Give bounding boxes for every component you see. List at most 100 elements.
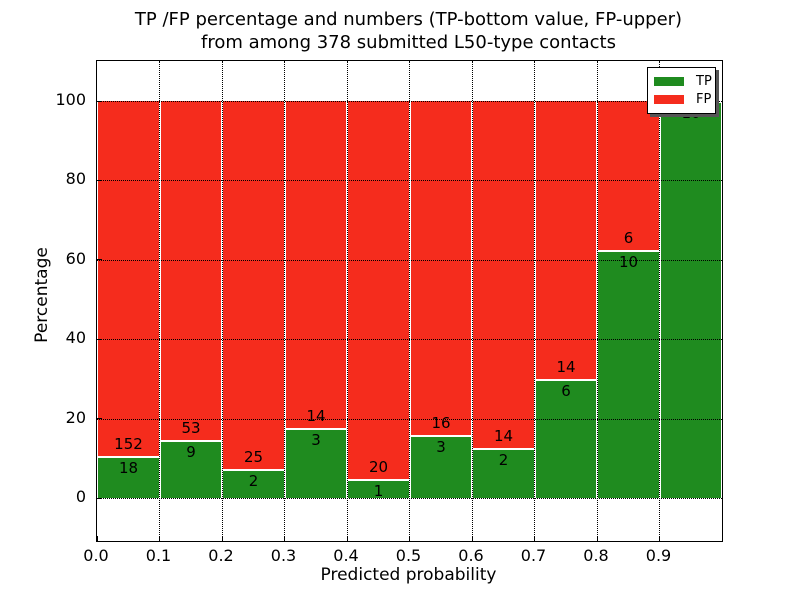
vertical-gridline: [471, 61, 473, 541]
legend-label: TP: [696, 74, 712, 89]
fp-count-label: 152: [114, 434, 143, 453]
fp-count-label: 53: [181, 419, 201, 438]
x-tick-mark: [96, 536, 98, 541]
x-tick-mark: [159, 536, 160, 541]
x-tick-mark: [659, 536, 660, 541]
tp-count-label: 10: [618, 252, 639, 271]
y-tick-mark: [97, 179, 102, 181]
legend: TP FP: [647, 67, 716, 114]
horizontal-gridline: [97, 418, 722, 420]
y-tick-label: 60: [65, 248, 86, 268]
x-tick-label: 0.8: [583, 546, 609, 565]
plot-area: 1521853925214320116314214661010TPFP: [96, 60, 723, 542]
x-tick-label: 0.9: [645, 546, 672, 565]
x-tick-label: 0.2: [208, 546, 234, 565]
y-tick-label: 80: [65, 169, 86, 189]
vertical-gridline: [409, 61, 410, 541]
bar-segment-tp: [598, 249, 659, 498]
x-tick-mark: [534, 536, 535, 541]
vertical-gridline: [159, 61, 160, 541]
bar-segment-fp: [160, 101, 221, 441]
stacked-bar: [347, 101, 410, 498]
fp-count-label: 20: [368, 458, 389, 477]
y-tick-label: 100: [55, 90, 86, 109]
bar-segment-tp: [473, 448, 534, 498]
bar-segment-fp: [473, 101, 534, 449]
y-tick-mark: [97, 497, 102, 499]
stacked-bar: [534, 101, 597, 498]
legend-label: FP: [696, 92, 712, 107]
legend-entry: TP: [648, 75, 715, 88]
x-tick-label: 0.7: [520, 546, 547, 565]
bar-segment-fp: [98, 101, 159, 456]
x-tick-mark: [346, 536, 348, 541]
bar-segment-tp: [535, 378, 596, 498]
tp-count-label: 6: [561, 381, 571, 400]
stacked-bar: [659, 101, 722, 498]
bar-segment-fp: [598, 101, 659, 250]
fp-count-label: 14: [556, 357, 576, 376]
bar-segment-tp: [660, 101, 721, 498]
horizontal-gridline: [97, 498, 722, 499]
chart-title-line2: from among 378 submitted L50-type contac…: [200, 32, 616, 53]
fp-count-label: 6: [623, 228, 634, 247]
y-tick-mark: [97, 100, 102, 102]
bar-segment-fp: [223, 101, 284, 469]
stacked-bar: [597, 101, 660, 498]
horizontal-gridline: [97, 259, 722, 261]
bar-segment-tp: [98, 455, 159, 498]
vertical-gridline: [596, 61, 598, 541]
horizontal-gridline: [97, 339, 722, 341]
x-tick-mark: [596, 536, 598, 541]
stacked-bar: [222, 101, 285, 498]
x-tick-mark: [221, 536, 223, 541]
vertical-gridline: [221, 61, 223, 541]
bar-segment-tp: [223, 468, 284, 498]
vertical-gridline: [659, 61, 660, 541]
x-tick-label: 0.5: [395, 546, 422, 565]
chart-title-line1: TP /FP percentage and numbers (TP-bottom…: [134, 9, 683, 30]
tp-count-label: 3: [311, 430, 321, 449]
bar-segment-tp: [160, 440, 221, 498]
x-tick-mark: [471, 536, 473, 541]
bar-segment-fp: [410, 101, 471, 436]
x-tick-label: 0.6: [458, 546, 484, 565]
vertical-gridline: [284, 61, 285, 541]
tp-count-label: 1: [373, 482, 384, 501]
x-tick-label: 0.3: [270, 546, 297, 565]
tp-count-label: 9: [186, 443, 196, 462]
fp-count-label: 16: [431, 414, 451, 433]
chart-title: TP /FP percentage and numbers (TP-bottom…: [96, 8, 721, 54]
legend-entry: FP: [648, 93, 715, 106]
fp-count-label: 25: [243, 447, 264, 466]
y-tick-label: 0: [75, 487, 86, 506]
bar-segment-tp: [410, 435, 471, 498]
bar-segment-tp: [285, 427, 346, 498]
x-tick-label: 0.4: [333, 546, 359, 565]
bar-segment-fp: [535, 101, 596, 379]
x-tick-mark: [284, 536, 285, 541]
fp-count-label: 14: [306, 406, 326, 425]
stacked-bar: [97, 101, 160, 498]
horizontal-gridline: [97, 180, 722, 182]
y-tick-label: 40: [65, 328, 86, 348]
stacked-bar: [159, 101, 222, 498]
x-tick-mark: [409, 536, 410, 541]
x-tick-label: 0.0: [83, 546, 109, 565]
horizontal-gridline: [97, 101, 722, 102]
y-tick-mark: [97, 259, 102, 261]
tp-count-label: 2: [498, 451, 509, 470]
y-tick-label: 20: [65, 407, 86, 427]
tp-count-label: 18: [118, 458, 139, 477]
vertical-gridline: [346, 61, 348, 541]
bar-segment-tp: [348, 479, 409, 498]
x-tick-label: 0.1: [145, 546, 172, 565]
tp-count-label: 2: [248, 471, 259, 490]
y-tick-mark: [97, 418, 102, 420]
bar-segment-fp: [285, 101, 346, 428]
tp-count-label: 3: [436, 438, 446, 457]
y-tick-mark: [97, 338, 102, 340]
bar-segment-fp: [348, 101, 409, 480]
vertical-gridline: [534, 61, 535, 541]
